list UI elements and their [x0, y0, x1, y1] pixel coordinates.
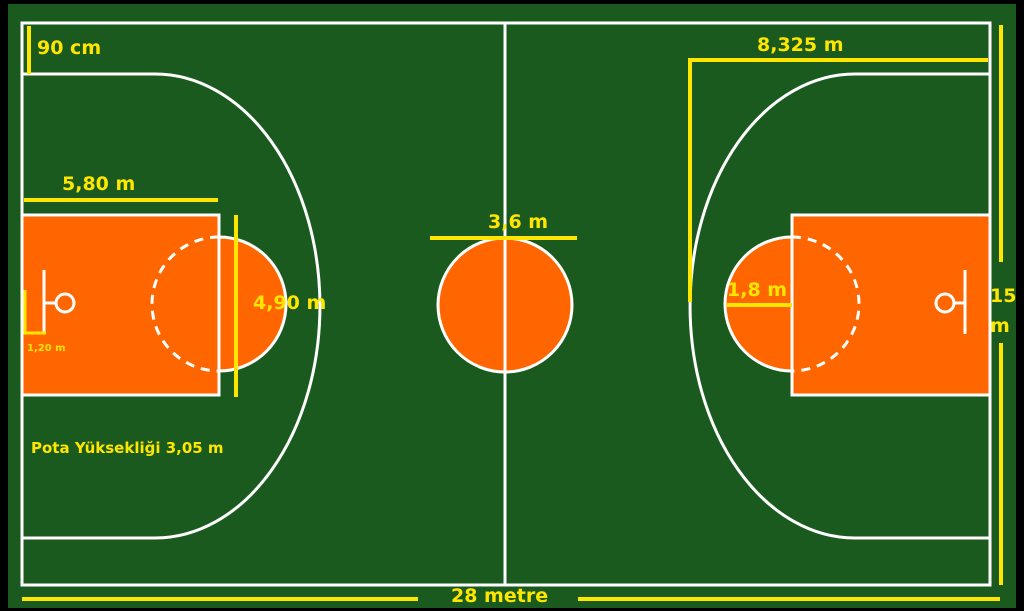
right-rim	[934, 292, 956, 314]
right-free-throw-dashed-arc	[791, 235, 861, 373]
left-key	[20, 213, 221, 397]
court-width-label-unit: m	[990, 315, 1010, 337]
key-width-label: 4,90 m	[253, 292, 326, 314]
backboard-distance-dimension-line	[23, 290, 46, 335]
right-key	[790, 213, 992, 397]
right-three-point-line	[688, 72, 990, 540]
free-throw-circle-radius-label: 1,8 m	[727, 279, 787, 301]
corner-three-gap-label: 90 cm	[37, 37, 101, 59]
rim-height-label: Pota Yüksekliği 3,05 m	[31, 439, 224, 457]
left-three-point-line	[22, 72, 322, 540]
backboard-distance-label: 1,20 m	[27, 343, 66, 354]
three-point-depth-dimension-line	[688, 58, 988, 302]
free-throw-line-distance-label: 5,80 m	[62, 173, 135, 195]
three-point-depth-label: 8,325 m	[757, 34, 844, 56]
court-width-label-number: 15	[990, 285, 1016, 307]
left-free-throw-dashed-arc	[150, 235, 220, 373]
court-length-label: 28 metre	[451, 585, 548, 607]
center-circle-diameter-label: 3,6 m	[488, 211, 548, 233]
left-rim	[54, 292, 76, 314]
